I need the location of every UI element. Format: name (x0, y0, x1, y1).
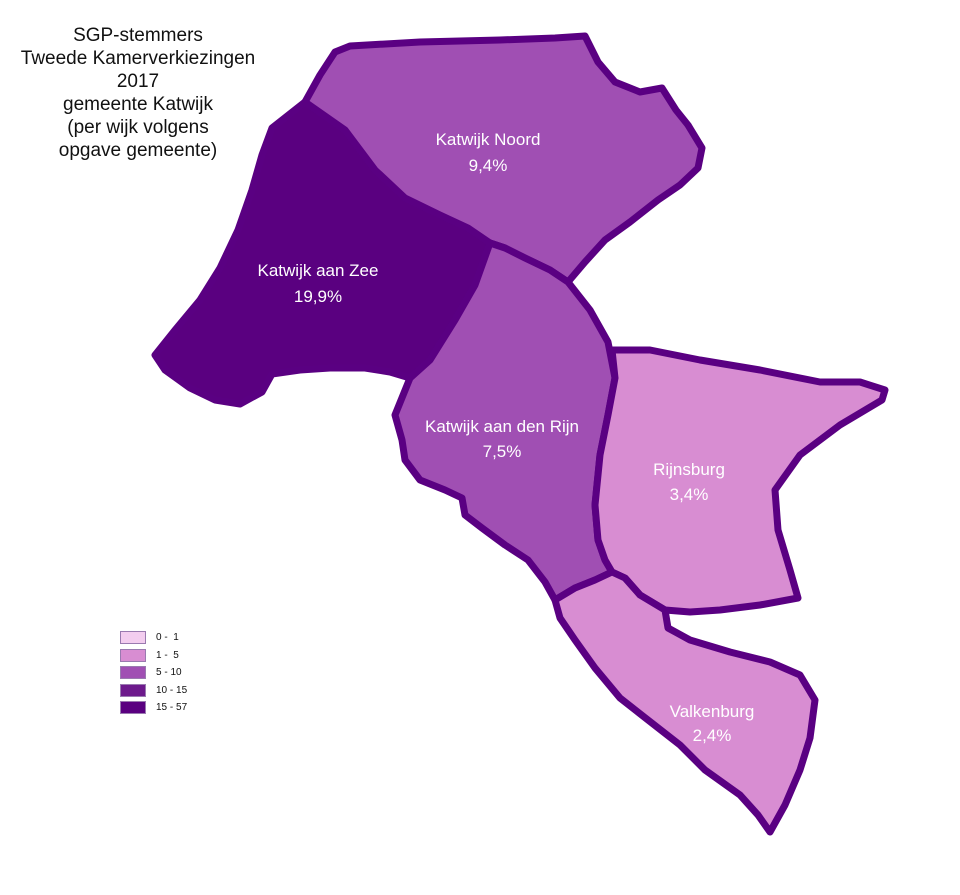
title-line: SGP-stemmers (73, 25, 203, 46)
legend-range: 10 - 15 (156, 684, 188, 696)
title-line: (per wijk volgens (67, 117, 209, 138)
title-line: 2017 (116, 71, 160, 92)
district-value: 3,4% (670, 485, 709, 504)
legend-range: 5 - 10 (156, 667, 182, 679)
legend-item: 0 - 1 (120, 629, 187, 647)
district-name: Katwijk aan den Rijn (425, 417, 579, 436)
legend-swatch (120, 631, 146, 645)
legend-item: 1 - 5 (120, 647, 187, 665)
district-value: 19,9% (294, 287, 342, 306)
district-rijnsburg (591, 346, 889, 616)
label-katwijk-aan-zee: Katwijk aan Zee 19,9% (258, 261, 379, 306)
legend-item: 15 - 57 (120, 699, 187, 717)
legend-swatch (120, 648, 146, 662)
district-valkenburg (551, 568, 819, 836)
legend-item: 5 - 10 (120, 664, 187, 682)
label-valkenburg: Valkenburg 2,4% (670, 702, 755, 745)
district-name: Valkenburg (670, 702, 755, 721)
legend-swatch (120, 666, 146, 680)
legend-swatch (120, 683, 146, 697)
district-value: 2,4% (693, 726, 732, 745)
district-katwijk-noord (301, 32, 706, 286)
legend-item: 10 - 15 (120, 682, 187, 700)
label-katwijk-aan-den-rijn: Katwijk aan den Rijn 7,5% (425, 417, 579, 461)
title-line: opgave gemeente) (58, 140, 218, 161)
district-name: Rijnsburg (653, 460, 725, 479)
legend-range: 0 - 1 (156, 632, 179, 644)
map-title: SGP-stemmers Tweede Kamerverkiezingen 20… (0, 24, 276, 162)
legend-range: 15 - 57 (156, 702, 188, 714)
legend-range: 1 - 5 (156, 649, 179, 661)
label-katwijk-noord: Katwijk Noord 9,4% (436, 130, 541, 175)
map-legend: 0 - 1 1 - 5 5 - 10 10 - 15 15 - 57 (120, 629, 187, 717)
district-name: Katwijk Noord (436, 130, 541, 149)
title-line: gemeente Katwijk (63, 94, 213, 115)
title-line: Tweede Kamerverkiezingen (20, 48, 256, 69)
district-value: 7,5% (483, 442, 522, 461)
legend-swatch (120, 701, 146, 715)
district-name: Katwijk aan Zee (258, 261, 379, 280)
district-value: 9,4% (469, 156, 508, 175)
label-rijnsburg: Rijnsburg 3,4% (653, 460, 725, 504)
